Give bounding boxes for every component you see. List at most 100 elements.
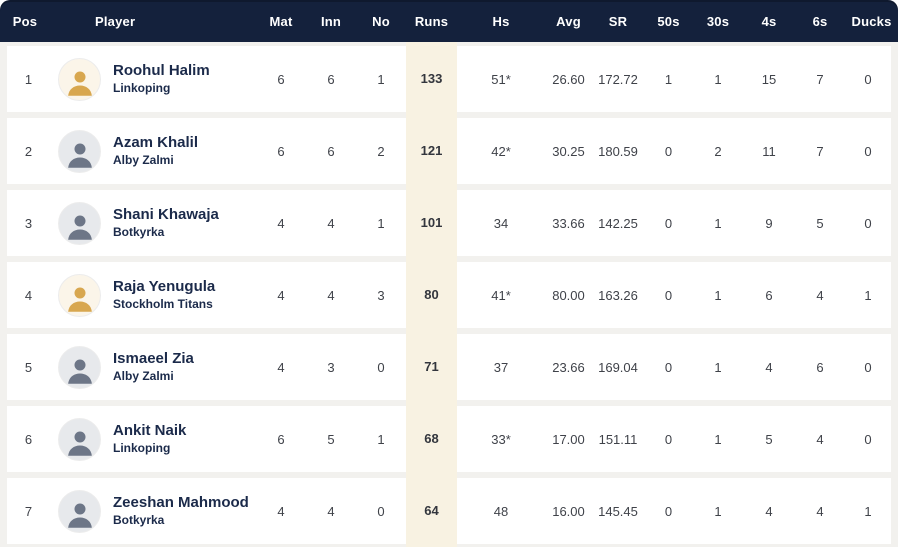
mat-value: 6 <box>277 71 285 87</box>
thirties-value: 1 <box>714 359 722 375</box>
sr-value: 142.25 <box>598 215 638 231</box>
person-icon <box>67 359 92 384</box>
thirties-value: 1 <box>714 215 722 231</box>
player-cell: Roohul Halim Linkoping <box>50 57 256 101</box>
mat-value: 6 <box>277 431 285 447</box>
sixes-value: 4 <box>816 431 824 447</box>
runs-value: 101 <box>406 190 457 256</box>
sixes-value: 7 <box>816 143 824 159</box>
player-text: Roohul Halim Linkoping <box>113 62 210 96</box>
hs-value: 33* <box>491 431 511 447</box>
ducks-value: 1 <box>864 287 872 303</box>
fours-value: 11 <box>762 143 776 159</box>
person-icon <box>67 431 92 456</box>
thirties-value: 1 <box>714 431 722 447</box>
player-cell: Zeeshan Mahmood Botkyrka <box>50 489 256 533</box>
person-icon <box>67 71 92 96</box>
player-row[interactable]: 4 Raja Yenugula Stockholm Titans 4 4 3 8… <box>7 262 891 328</box>
player-avatar <box>58 273 101 317</box>
inn-value: 6 <box>327 143 335 159</box>
runs-value: 121 <box>406 118 457 184</box>
no-value: 3 <box>377 287 385 303</box>
sixes-value: 4 <box>816 287 824 303</box>
hs-value: 37 <box>493 359 509 375</box>
thirties-value: 1 <box>714 71 722 87</box>
fifties-value: 0 <box>664 287 673 303</box>
player-name: Ankit Naik <box>113 421 187 439</box>
sr-value: 180.59 <box>598 143 638 159</box>
player-row[interactable]: 6 Ankit Naik Linkoping 6 5 1 68 33* 17.0… <box>7 406 891 472</box>
inn-value: 6 <box>327 71 335 87</box>
player-team: Botkyrka <box>113 224 165 239</box>
player-cell: Ismaeel Zia Alby Zalmi <box>50 345 256 389</box>
player-text: Shani Khawaja Botkyrka <box>113 206 219 240</box>
pos-value: 2 <box>24 143 33 159</box>
col-header-inn: Inn <box>320 13 342 29</box>
player-avatar <box>58 417 101 461</box>
player-row[interactable]: 1 Roohul Halim Linkoping 6 6 1 133 51* 2… <box>7 46 891 112</box>
sr-value: 169.04 <box>598 359 638 375</box>
player-row[interactable]: 2 Azam Khalil Alby Zalmi 6 6 2 121 42* 3… <box>7 118 891 184</box>
ducks-value: 1 <box>864 503 872 519</box>
runs-value: 80 <box>406 262 457 328</box>
player-avatar <box>58 201 101 245</box>
avg-value: 33.66 <box>552 215 585 231</box>
sr-value: 145.45 <box>598 503 638 519</box>
col-header-mat: Mat <box>269 13 293 29</box>
thirties-value: 2 <box>714 143 722 159</box>
col-header-avg: Avg <box>556 13 581 29</box>
hs-value: 42* <box>491 143 511 159</box>
sixes-value: 5 <box>816 215 824 231</box>
mat-value: 4 <box>277 359 285 375</box>
fours-value: 5 <box>765 431 773 447</box>
inn-value: 4 <box>327 287 335 303</box>
player-team: Linkoping <box>113 440 171 455</box>
col-header-sr: SR <box>608 13 628 29</box>
runs-value: 68 <box>406 406 457 472</box>
col-header-player: Player <box>95 13 136 29</box>
player-row[interactable]: 7 Zeeshan Mahmood Botkyrka 4 4 0 64 48 1… <box>7 478 891 544</box>
col-header-hs: Hs <box>492 13 510 29</box>
player-text: Zeeshan Mahmood Botkyrka <box>113 494 249 528</box>
runs-value: 133 <box>406 46 457 112</box>
avg-value: 26.60 <box>552 71 585 87</box>
sr-value: 172.72 <box>598 71 638 87</box>
player-row[interactable]: 3 Shani Khawaja Botkyrka 4 4 1 101 34 33… <box>7 190 891 256</box>
inn-value: 3 <box>327 359 335 375</box>
player-team: Botkyrka <box>113 512 165 527</box>
player-row[interactable]: 5 Ismaeel Zia Alby Zalmi 4 3 0 71 37 23.… <box>7 334 891 400</box>
fifties-value: 0 <box>664 215 673 231</box>
table-header: Pos Player Mat Inn No Runs Hs Avg SR 50s… <box>0 0 898 42</box>
fifties-value: 1 <box>664 71 673 87</box>
player-avatar <box>58 345 101 389</box>
table-area: 1 Roohul Halim Linkoping 6 6 1 133 51* 2… <box>0 42 898 547</box>
fours-value: 9 <box>765 215 773 231</box>
mat-value: 4 <box>277 503 285 519</box>
person-icon <box>67 287 92 312</box>
player-cell: Azam Khalil Alby Zalmi <box>50 129 256 173</box>
fours-value: 4 <box>765 503 773 519</box>
player-cell: Ankit Naik Linkoping <box>50 417 256 461</box>
pos-value: 4 <box>24 287 33 303</box>
fifties-value: 0 <box>664 359 673 375</box>
player-text: Azam Khalil Alby Zalmi <box>113 134 198 168</box>
thirties-value: 1 <box>714 503 722 519</box>
pos-value: 6 <box>24 431 33 447</box>
sixes-value: 4 <box>816 503 824 519</box>
fifties-value: 0 <box>664 503 673 519</box>
col-header-runs: Runs <box>414 13 449 29</box>
mat-value: 4 <box>277 287 285 303</box>
player-name: Azam Khalil <box>113 133 199 151</box>
sr-value: 151.11 <box>598 431 638 447</box>
fours-value: 15 <box>761 71 777 87</box>
ducks-value: 0 <box>864 71 872 87</box>
table-body: 1 Roohul Halim Linkoping 6 6 1 133 51* 2… <box>0 42 898 544</box>
hs-value: 48 <box>493 503 509 519</box>
person-icon <box>67 143 92 168</box>
no-value: 1 <box>377 431 385 447</box>
fours-value: 4 <box>765 359 773 375</box>
fours-value: 6 <box>765 287 773 303</box>
no-value: 1 <box>377 71 385 87</box>
player-team: Stockholm Titans <box>113 296 213 311</box>
runs-value: 64 <box>406 478 457 544</box>
